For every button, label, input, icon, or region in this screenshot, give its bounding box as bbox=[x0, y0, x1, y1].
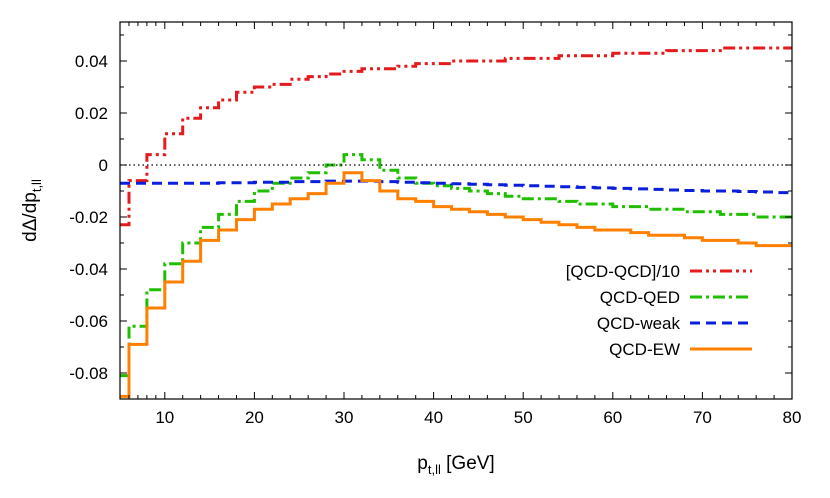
x-tick-label: 30 bbox=[335, 408, 354, 427]
legend-entry: QCD-EW bbox=[530, 337, 788, 361]
x-axis-label-main: p bbox=[417, 453, 428, 474]
series-line-2 bbox=[120, 179, 792, 195]
y-axis-label-sub: t,ll bbox=[29, 179, 44, 192]
x-tick-label: 40 bbox=[424, 408, 443, 427]
x-tick-label: 60 bbox=[603, 408, 622, 427]
legend: [QCD-QCD]/10 QCD-QED QCD-weak QCD-EW bbox=[530, 259, 788, 361]
y-tick-label: 0.04 bbox=[75, 52, 108, 71]
series-layer bbox=[120, 46, 792, 398]
legend-label: QCD-QED bbox=[600, 288, 680, 307]
legend-entry: QCD-QED bbox=[530, 285, 788, 309]
y-tick-label: 0.02 bbox=[75, 104, 108, 123]
series-line-0 bbox=[120, 46, 792, 227]
series-line-1 bbox=[120, 153, 792, 378]
legend-label: QCD-EW bbox=[609, 340, 680, 359]
x-tick-label: 50 bbox=[514, 408, 533, 427]
y-tick-label: -0.02 bbox=[69, 208, 108, 227]
x-axis-label-sub: t,ll bbox=[428, 462, 441, 477]
x-tick-label: 10 bbox=[155, 408, 174, 427]
x-axis-label: pt,ll [GeV] bbox=[417, 453, 494, 477]
y-axis-label: dΔ/dpt,ll bbox=[20, 179, 44, 242]
x-tick-label: 80 bbox=[783, 408, 802, 427]
y-tick-label: 0 bbox=[99, 156, 108, 175]
x-tick-label: 70 bbox=[693, 408, 712, 427]
y-tick-label: -0.06 bbox=[69, 312, 108, 331]
ticks-layer: 10 20 30 40 50 60 70 80 -0.08 -0.06 -0.04 -0.02 0 0.0… bbox=[69, 22, 801, 427]
x-axis-label-unit: [GeV] bbox=[441, 453, 495, 474]
legend-label: [QCD-QCD]/10 bbox=[566, 262, 680, 281]
legend-entry: QCD-weak bbox=[530, 311, 788, 335]
legend-entry: [QCD-QCD]/10 bbox=[530, 259, 788, 283]
plot-frame bbox=[119, 21, 793, 400]
y-tick-label: -0.08 bbox=[69, 364, 108, 383]
legend-label: QCD-weak bbox=[597, 314, 681, 333]
y-axis-label-main: dΔ/dp bbox=[20, 192, 41, 242]
x-tick-label: 20 bbox=[245, 408, 264, 427]
series-line-3 bbox=[120, 171, 792, 398]
y-tick-label: -0.04 bbox=[69, 260, 108, 279]
